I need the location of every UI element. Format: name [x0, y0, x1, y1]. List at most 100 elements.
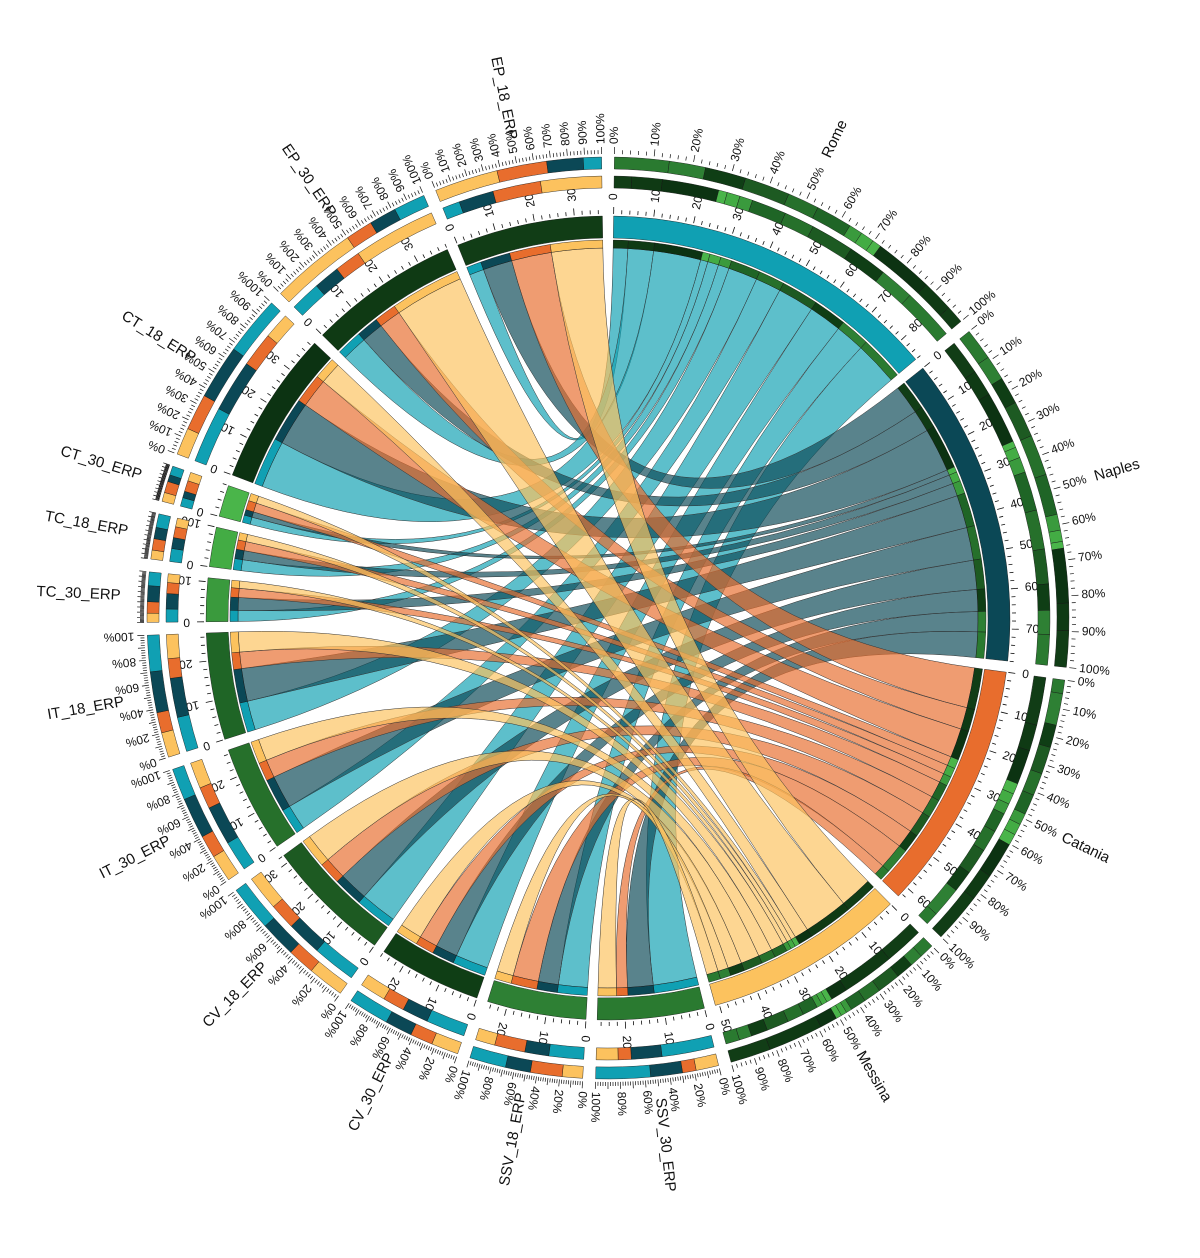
axis-tick [828, 955, 834, 963]
axis-tick [271, 386, 276, 390]
percent-tick [149, 511, 157, 514]
percent-tick [163, 469, 168, 472]
percent-tick [190, 400, 197, 404]
stacked-bar-segment [660, 179, 720, 202]
percent-tick [218, 875, 223, 878]
percent-tick [148, 526, 153, 528]
ribbon-messina-ep-18-erp [551, 247, 869, 904]
percent-tick [147, 536, 152, 538]
sector-band-ct-30-erp [218, 485, 250, 523]
percent-tick-label: 50% [1061, 472, 1088, 492]
percent-tick [294, 962, 298, 966]
stacked-bar-segment [147, 571, 162, 587]
stacked-bar-segment [748, 200, 786, 225]
axis-tick [786, 979, 790, 984]
stacked-bar-segment [991, 378, 1016, 409]
percent-tick [173, 791, 178, 794]
percent-tick [528, 156, 531, 161]
percent-tick [276, 947, 283, 954]
stacked-bar-segment [630, 176, 663, 192]
percent-tick [323, 246, 327, 250]
axis-tick [951, 830, 956, 834]
stacked-bar-segment [190, 758, 212, 789]
percent-tick [489, 1066, 492, 1074]
percent-tick [1006, 855, 1011, 858]
percent-tick [145, 543, 150, 545]
percent-tick [186, 414, 191, 417]
percent-tick [709, 1070, 711, 1075]
percent-tick [224, 348, 229, 352]
axis-tick [970, 794, 975, 798]
percent-tick [745, 1061, 748, 1066]
percent-tick [862, 226, 865, 231]
percent-tick [156, 483, 164, 487]
axis-tick [871, 306, 877, 313]
axis-tick [989, 750, 997, 754]
axis-tick [1008, 672, 1016, 674]
percent-tick [229, 342, 233, 346]
sector-band-catania [882, 668, 1007, 897]
stacked-bar-segment [1034, 474, 1058, 518]
percent-tick [220, 881, 227, 886]
percent-tick [264, 295, 270, 302]
percent-tick [151, 514, 156, 517]
sector-strip-segment [597, 987, 617, 997]
axis-tick [473, 999, 477, 1007]
stacked-bar-segment [357, 212, 437, 264]
percent-tick-label: 60% [819, 1036, 843, 1064]
percent-tick [157, 490, 162, 493]
percent-tick [495, 163, 497, 168]
percent-tick [143, 538, 151, 541]
percent-tick [1060, 515, 1065, 518]
axis-tick [307, 893, 314, 899]
percent-tick [295, 268, 300, 273]
axis-tick [422, 254, 426, 259]
percent-tick [206, 856, 211, 859]
sector-label-tc-18-erp: TC_18_ERP [44, 508, 130, 540]
percent-tick [1009, 850, 1014, 853]
percent-tick [1067, 680, 1075, 682]
percent-tick [1037, 792, 1045, 796]
axis-tick [345, 300, 352, 307]
percent-tick [231, 894, 236, 898]
percent-tick [997, 870, 1004, 875]
percent-tick [173, 444, 178, 447]
sector-band-tc-30-erp [205, 577, 231, 623]
percent-tick [158, 748, 163, 751]
percent-tick [144, 554, 149, 556]
percent-tick [160, 479, 165, 482]
percent-tick [367, 216, 370, 221]
sector-label-ep-18-erp: EP_18_ERP [487, 55, 520, 141]
stacked-bar-segment [1044, 691, 1063, 726]
percent-tick-label: 70% [797, 1047, 820, 1075]
stacked-bar-segment [548, 1043, 585, 1060]
stacked-bar-segment [595, 1047, 619, 1061]
percent-tick [868, 230, 872, 235]
percent-tick [306, 259, 310, 264]
percent-tick [776, 1050, 780, 1057]
percent-tick [1049, 759, 1054, 762]
percent-tick-label: 20% [900, 982, 926, 1010]
axis-tick [971, 439, 976, 443]
percent-tick [155, 497, 160, 499]
percent-tick [1047, 466, 1052, 469]
percent-tick [492, 1067, 494, 1072]
percent-tick [373, 1019, 377, 1024]
percent-tick [810, 1034, 814, 1039]
axis-tick [946, 837, 951, 840]
percent-tick [153, 728, 158, 731]
percent-tick-label: 0% [575, 1091, 590, 1109]
axis-tick [938, 383, 943, 387]
axis-tick [329, 319, 333, 323]
sector-label-messina: Messina [853, 1048, 896, 1105]
percent-tick [1053, 486, 1061, 490]
axis-tick [943, 390, 947, 394]
stacked-bar-segment [1037, 610, 1051, 635]
percent-tick [975, 332, 980, 336]
percent-tick [175, 437, 180, 440]
axis-tick [955, 823, 962, 828]
percent-tick [397, 1033, 402, 1040]
axis-tick-label: 0 [301, 315, 316, 330]
percent-tick [165, 465, 170, 468]
percent-tick [916, 964, 922, 970]
